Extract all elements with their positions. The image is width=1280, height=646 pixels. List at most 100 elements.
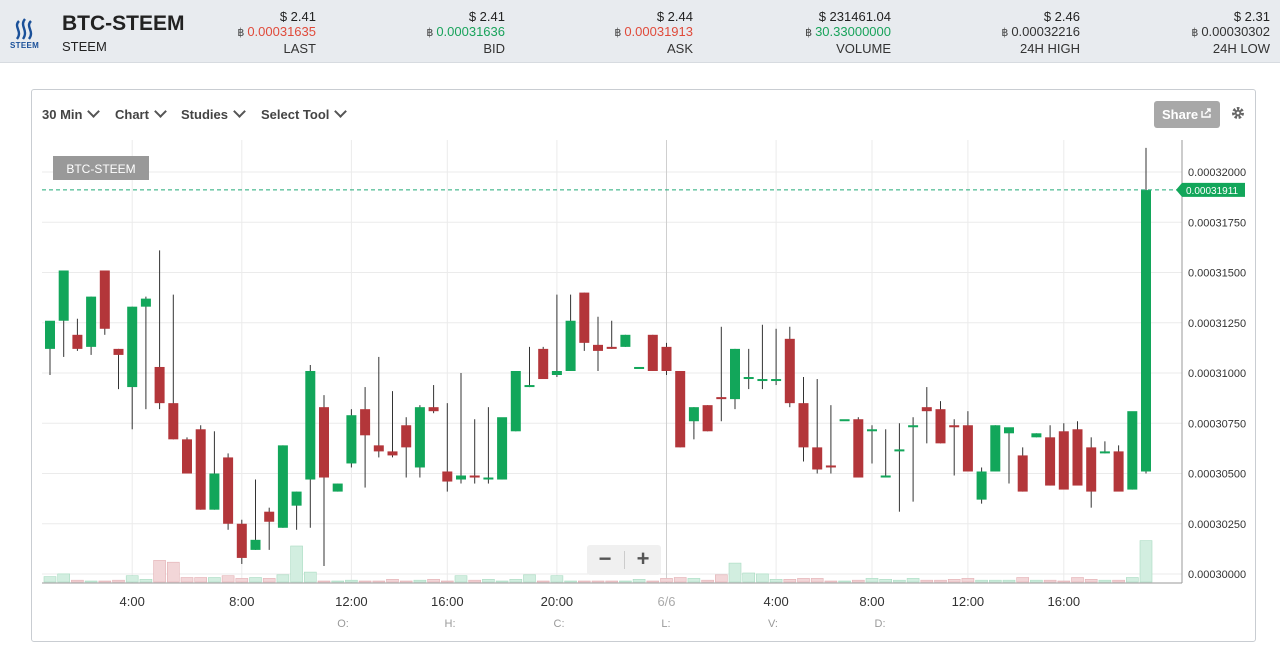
volume-bar	[57, 573, 71, 583]
candle-body	[620, 334, 631, 347]
btc-symbol: ฿	[426, 27, 434, 39]
stat-btc-value: 0.00031636	[436, 24, 505, 39]
y-tick-label: 0.00031500	[1188, 268, 1246, 280]
current-price-marker	[1176, 182, 1245, 197]
candle-body	[1031, 433, 1042, 438]
volume-bar	[1071, 577, 1084, 583]
candle-body	[332, 483, 343, 492]
volume-bar	[345, 579, 358, 583]
candle-body	[1045, 437, 1056, 486]
y-tick-label: 0.00032000	[1188, 167, 1246, 179]
volume-bar	[934, 579, 947, 583]
candle-body	[373, 445, 384, 452]
candle-body	[730, 348, 740, 400]
volume-bar	[673, 577, 687, 583]
candle-body	[1086, 447, 1097, 492]
candle-body	[209, 473, 220, 510]
candle-body	[990, 425, 1001, 472]
volume-bar	[975, 579, 988, 583]
candlestick-chart[interactable]: 0.00031911 0.00030000 0.00030250 0.00030500…	[32, 90, 1255, 641]
select-tool-label: Select Tool	[261, 107, 330, 122]
stat-btc: ฿ 0.00031913	[503, 24, 693, 41]
zoom-controls: − +	[587, 545, 661, 575]
volume-bar	[810, 578, 824, 583]
candle-body	[716, 397, 727, 400]
y-tick-label: 0.00031000	[1188, 368, 1246, 380]
market-title: BTC-STEEM	[62, 12, 185, 35]
y-tick-label: 0.00030000	[1188, 569, 1246, 581]
stat-btc: ฿ 0.00032216	[890, 24, 1080, 41]
candle-body	[1127, 411, 1138, 490]
candle-body	[743, 377, 754, 380]
btc-symbol: ฿	[805, 27, 813, 39]
x-tick-label: 12:00	[335, 594, 368, 609]
candle-body	[757, 379, 768, 382]
interval-label: 30 Min	[42, 107, 83, 122]
volume-bar	[303, 571, 317, 583]
candle-body	[812, 447, 823, 470]
ohlc-label: C:	[554, 618, 565, 630]
candle-body	[277, 445, 288, 528]
volume-bar	[509, 578, 523, 583]
candle-body	[1072, 429, 1083, 486]
volume-bar	[317, 580, 331, 583]
market-subtitle: STEEM	[62, 39, 107, 54]
ohlc-label: D:	[875, 618, 886, 630]
candle-body	[428, 407, 439, 412]
candle-body	[442, 471, 453, 482]
candle-body	[784, 338, 795, 404]
volume-bar	[619, 580, 632, 583]
volume-bar	[1098, 579, 1112, 583]
candle-body	[469, 475, 480, 478]
candle-body	[264, 511, 275, 522]
volume-bar	[687, 578, 701, 583]
candle-body	[976, 471, 987, 500]
volume-bar	[153, 560, 166, 583]
candle-body	[140, 298, 151, 307]
stat-label: BID	[483, 41, 505, 56]
stat-btc-value: 0.00032216	[1011, 24, 1080, 39]
volume-bar	[180, 577, 194, 583]
volume-bar	[358, 580, 372, 583]
candle-body	[168, 403, 179, 440]
x-tick-label: 8:00	[859, 594, 884, 609]
candle-body	[908, 425, 919, 428]
stat-label: 24H LOW	[1212, 41, 1270, 56]
volume-bar	[482, 578, 495, 583]
interval-dropdown[interactable]: 30 Min	[42, 105, 101, 122]
candle-body	[1004, 427, 1014, 434]
stat-btc-value: 30.33000000	[815, 24, 891, 39]
chart-type-dropdown[interactable]: Chart	[115, 105, 167, 122]
studies-dropdown[interactable]: Studies	[181, 105, 246, 122]
y-tick-label: 0.00031250	[1188, 318, 1246, 330]
zoom-out-button[interactable]: −	[598, 546, 612, 571]
x-tick-label: 16:00	[431, 594, 464, 609]
candle-body	[346, 415, 357, 464]
candle-body	[606, 346, 617, 349]
gear-icon[interactable]	[1230, 105, 1246, 121]
volume-bar	[276, 574, 290, 583]
candle-body	[593, 344, 603, 351]
volume-bar	[194, 577, 207, 583]
candle-body	[1141, 190, 1151, 472]
legend-tag-bg	[53, 156, 149, 180]
volume-bar	[167, 561, 180, 583]
volume-bar	[84, 580, 98, 583]
candle-body	[798, 403, 809, 448]
volume-bar	[728, 562, 742, 583]
zoom-in-button[interactable]: +	[636, 546, 650, 571]
stat-ask: $ 2.44 ฿ 0.00031913 ASK	[503, 9, 693, 56]
candle-body	[497, 417, 508, 480]
candle-body	[127, 306, 138, 388]
volume-bar	[769, 578, 783, 583]
candle-body	[921, 407, 932, 412]
select-tool-dropdown[interactable]: Select Tool	[261, 105, 348, 122]
candle-body	[702, 405, 713, 432]
volume-bar	[838, 580, 851, 583]
volume-bar	[399, 580, 413, 583]
volume-bar	[577, 580, 591, 583]
share-button[interactable]: Share	[1154, 101, 1220, 128]
volume-bar	[1112, 579, 1125, 583]
volume-bar	[413, 579, 427, 583]
volume-bar	[112, 579, 125, 583]
